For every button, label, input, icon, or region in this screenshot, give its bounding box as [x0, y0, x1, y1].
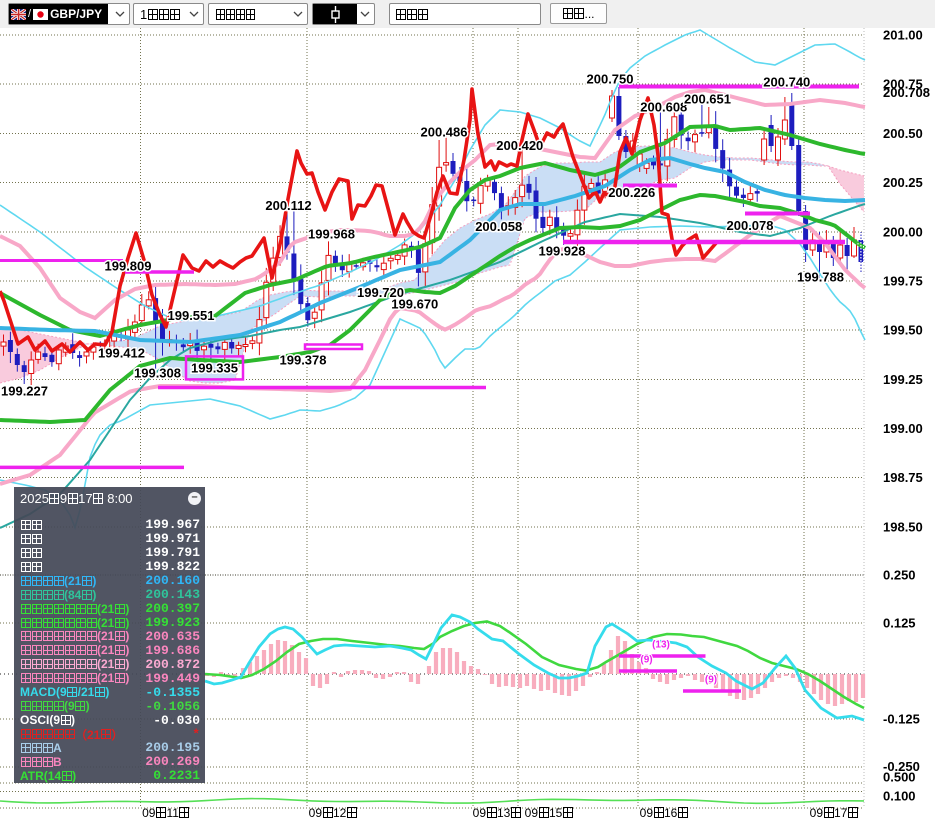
- svg-text:199.720: 199.720: [357, 285, 404, 300]
- svg-text:200.651: 200.651: [684, 91, 731, 106]
- svg-text:200.75: 200.75: [883, 77, 923, 92]
- svg-text:200.078: 200.078: [727, 218, 774, 233]
- svg-text:0.500: 0.500: [883, 770, 916, 785]
- svg-text:200.708: 200.708: [883, 85, 930, 100]
- svg-text:199.809: 199.809: [105, 259, 152, 274]
- svg-text:199.00: 199.00: [883, 421, 923, 436]
- svg-text:0.125: 0.125: [883, 616, 916, 631]
- svg-text:200.226: 200.226: [608, 185, 655, 200]
- svg-text:(13): (13): [652, 640, 670, 651]
- svg-text:200.486: 200.486: [421, 125, 468, 140]
- svg-text:200.740: 200.740: [763, 75, 810, 90]
- svg-text:200.058: 200.058: [475, 219, 522, 234]
- svg-text:199.25: 199.25: [883, 372, 923, 387]
- svg-text:198.75: 198.75: [883, 470, 923, 485]
- svg-text:200.420: 200.420: [496, 138, 543, 153]
- svg-text:200.00: 200.00: [883, 224, 923, 239]
- svg-text:199.551: 199.551: [168, 308, 215, 323]
- svg-text:0.100: 0.100: [883, 789, 916, 804]
- svg-text:199.378: 199.378: [280, 353, 327, 368]
- svg-text:(9): (9): [705, 675, 717, 686]
- svg-text:200.750: 200.750: [587, 72, 634, 87]
- svg-text:199.968: 199.968: [308, 226, 355, 241]
- svg-text:0.250: 0.250: [883, 568, 916, 583]
- svg-text:199.412: 199.412: [98, 346, 145, 361]
- svg-text:200.608: 200.608: [640, 100, 687, 115]
- svg-text:199.50: 199.50: [883, 323, 923, 338]
- svg-text:201.00: 201.00: [883, 28, 923, 43]
- svg-text:200.25: 200.25: [883, 175, 923, 190]
- svg-text:-0.250: -0.250: [883, 759, 920, 774]
- svg-text:200.112: 200.112: [265, 198, 311, 213]
- svg-text:199.75: 199.75: [883, 273, 923, 288]
- svg-text:(9): (9): [640, 655, 652, 666]
- svg-text:198.50: 198.50: [883, 519, 923, 534]
- svg-text:199.335: 199.335: [191, 361, 238, 376]
- svg-text:200.50: 200.50: [883, 126, 923, 141]
- svg-text:199.308: 199.308: [134, 366, 181, 381]
- svg-text:199.227: 199.227: [1, 384, 48, 399]
- svg-text:199.788: 199.788: [797, 270, 844, 285]
- svg-text:-0.125: -0.125: [883, 712, 920, 727]
- svg-text:199.670: 199.670: [391, 297, 438, 312]
- svg-text:199.928: 199.928: [539, 244, 586, 259]
